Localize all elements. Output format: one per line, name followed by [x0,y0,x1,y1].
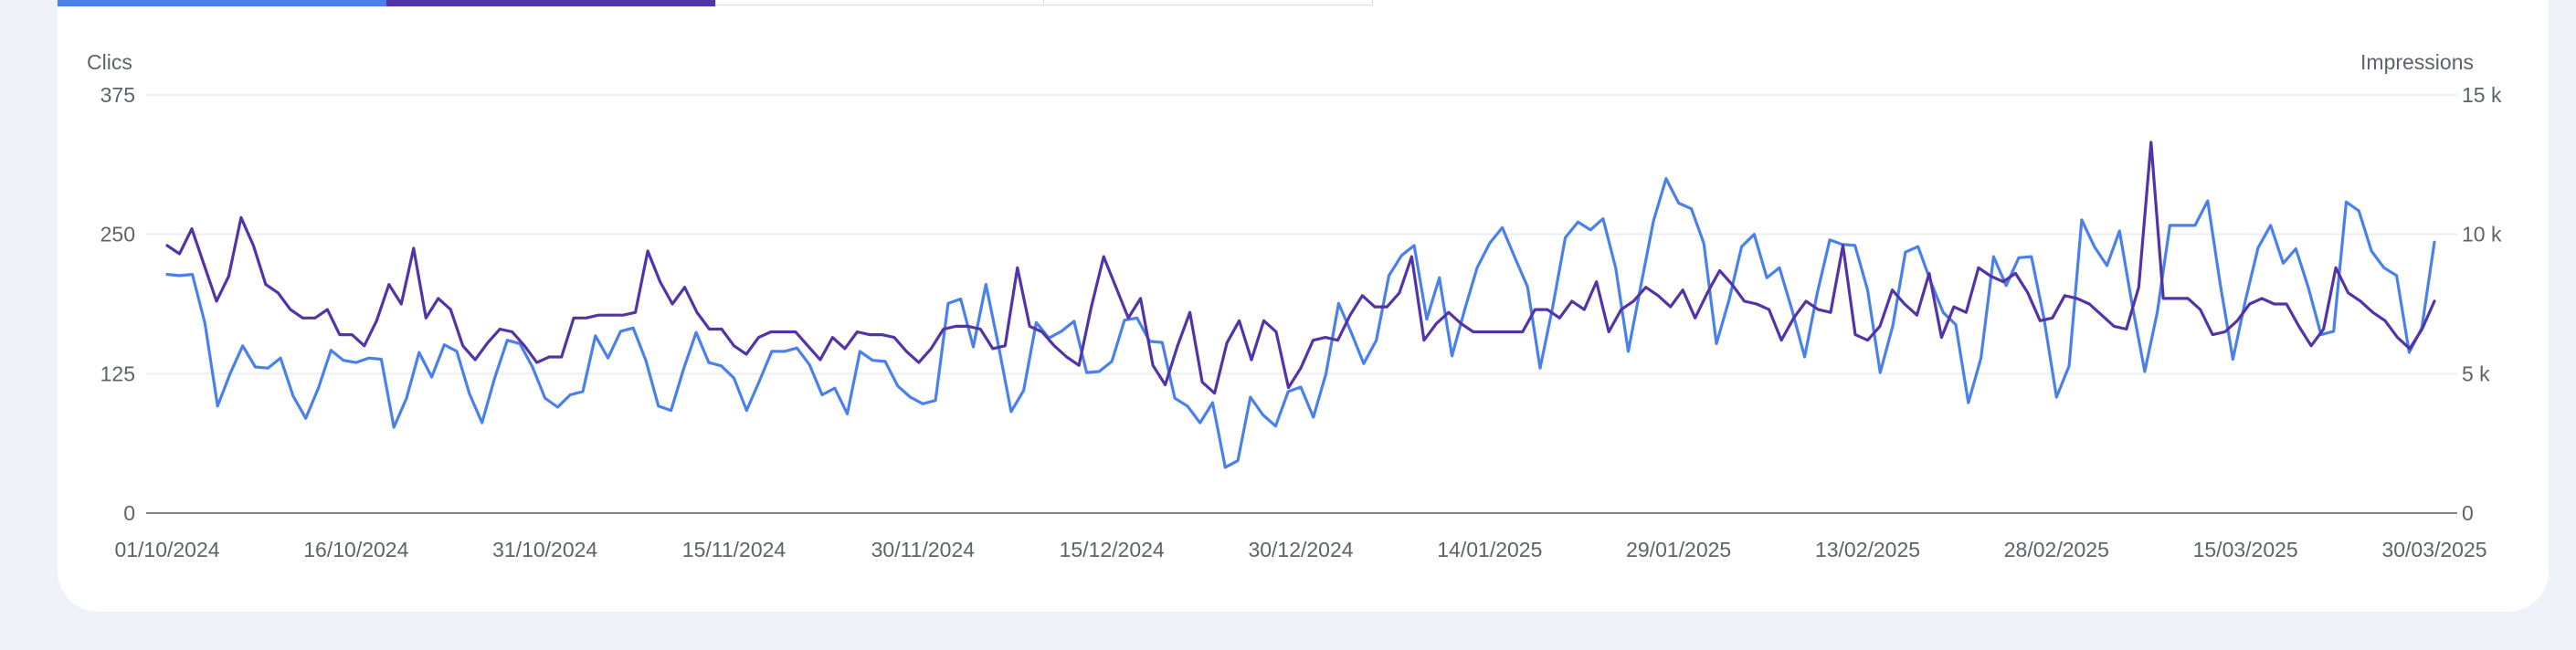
right-tick-label: 0 [2462,501,2474,525]
tab-impressions-indicator[interactable] [386,0,715,6]
x-tick-label: 30/03/2025 [2381,538,2486,561]
right-tick-label: 10 k [2462,223,2502,246]
tab-position-indicator[interactable] [1044,0,1373,5]
right-tick-label: 15 k [2462,83,2502,107]
x-tick-label: 01/10/2024 [114,538,219,561]
left-tick-label: 250 [100,223,135,246]
right-axis-label: Impressions [2360,50,2474,74]
x-tick-label: 30/11/2024 [871,538,976,561]
left-tick-label: 375 [100,83,135,107]
x-tick-label: 15/03/2025 [2193,538,2298,561]
x-tick-label: 30/12/2024 [1248,538,1353,561]
x-tick-label: 16/10/2024 [303,538,408,561]
tab-ctr-indicator[interactable] [715,0,1044,5]
x-tick-label: 31/10/2024 [492,538,597,561]
metric-tabs [58,0,1373,6]
clicks-series-line [165,177,2436,469]
x-tick-label: 14/01/2025 [1437,538,1542,561]
impressions-series-line [165,141,2436,395]
x-tick-label: 15/11/2024 [682,538,787,561]
x-tick-label: 13/02/2025 [1815,538,1920,561]
left-tick-label: 0 [123,501,135,525]
left-axis-label: Clics [87,50,132,74]
left-tick-label: 125 [100,362,135,385]
x-tick-label: 29/01/2025 [1626,538,1731,561]
x-tick-label: 15/12/2024 [1060,538,1165,561]
tab-clicks-indicator[interactable] [58,0,386,6]
x-tick-label: 28/02/2025 [2004,538,2109,561]
right-tick-label: 5 k [2462,362,2490,385]
